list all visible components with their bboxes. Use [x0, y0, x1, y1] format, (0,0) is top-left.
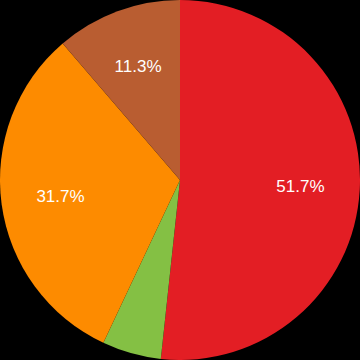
svg-text:11.3%: 11.3%	[115, 57, 162, 76]
svg-text:31.7%: 31.7%	[36, 187, 84, 206]
svg-text:51.7%: 51.7%	[276, 177, 324, 196]
